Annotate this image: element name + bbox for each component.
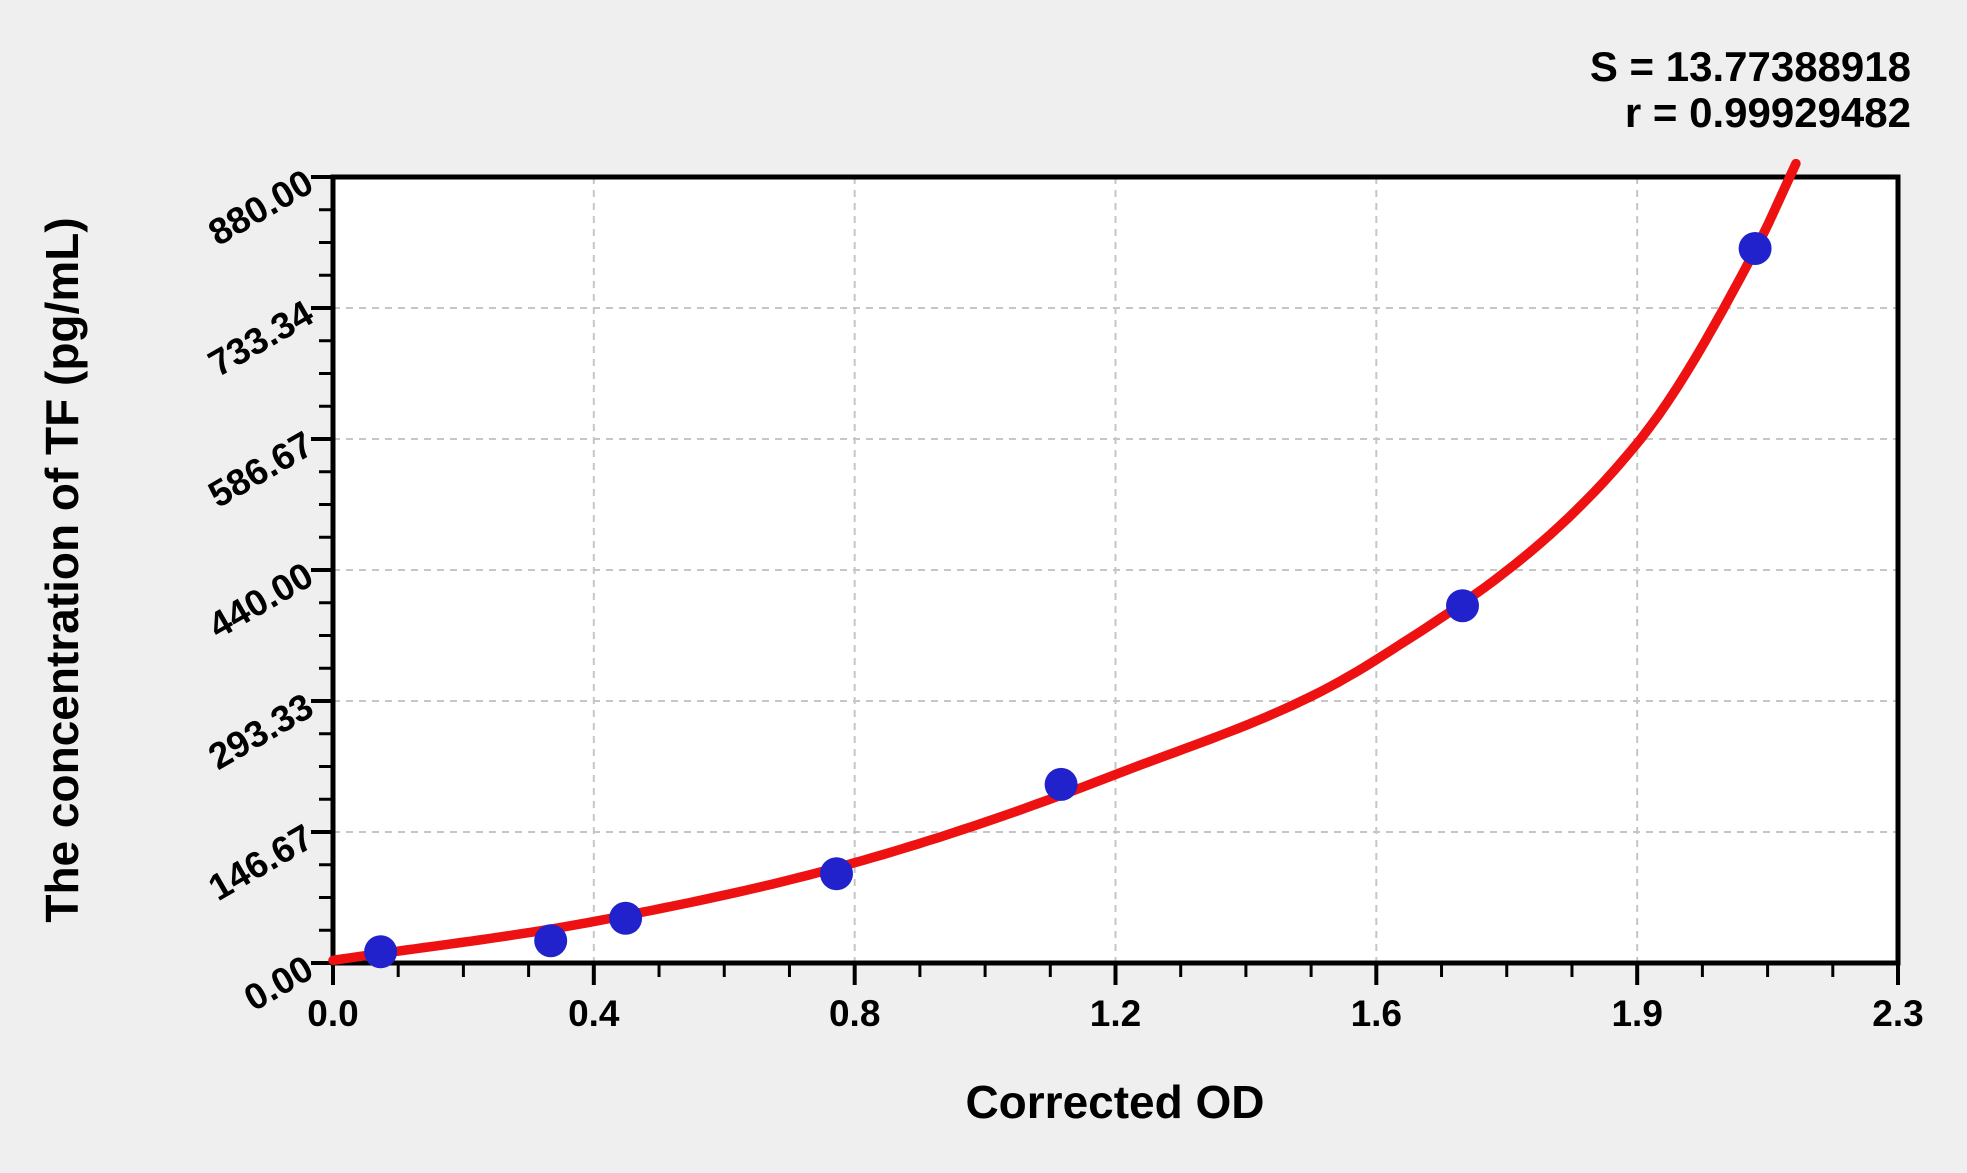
y-tick-label: 880.00	[201, 161, 320, 253]
gridlines	[333, 177, 1898, 963]
x-tick-label: 1.2	[1090, 993, 1141, 1034]
x-tick-label: 0.0	[307, 993, 358, 1034]
x-tick-label: 2.3	[1872, 993, 1923, 1034]
axis-ticks	[311, 175, 1900, 985]
y-axis-title: The concentration of TF (pg/mL)	[36, 217, 88, 922]
x-tick-label: 0.4	[568, 993, 620, 1034]
plot-frame	[330, 174, 1901, 966]
data-point	[1738, 232, 1772, 265]
stat-s-value: S = 13.77388918	[1590, 43, 1911, 90]
x-tick-label: 0.8	[829, 993, 880, 1034]
x-tick-label: 1.9	[1611, 993, 1662, 1034]
x-tick-label: 1.6	[1351, 993, 1402, 1034]
data-point	[1044, 767, 1078, 801]
data-point	[364, 935, 398, 969]
data-point	[820, 857, 853, 891]
x-axis-title: Corrected OD	[965, 1076, 1264, 1128]
stat-r-value: r = 0.99929482	[1625, 89, 1911, 136]
y-tick-label: 440.00	[201, 554, 320, 646]
y-tick-label: 733.34	[201, 292, 320, 384]
data-points	[364, 232, 1772, 969]
y-tick-label: 293.33	[201, 685, 320, 777]
y-tick-label: 146.67	[201, 816, 320, 908]
y-tick-label: 586.67	[201, 423, 320, 515]
data-point	[609, 901, 643, 935]
data-point	[1446, 589, 1479, 623]
data-point	[534, 924, 568, 958]
